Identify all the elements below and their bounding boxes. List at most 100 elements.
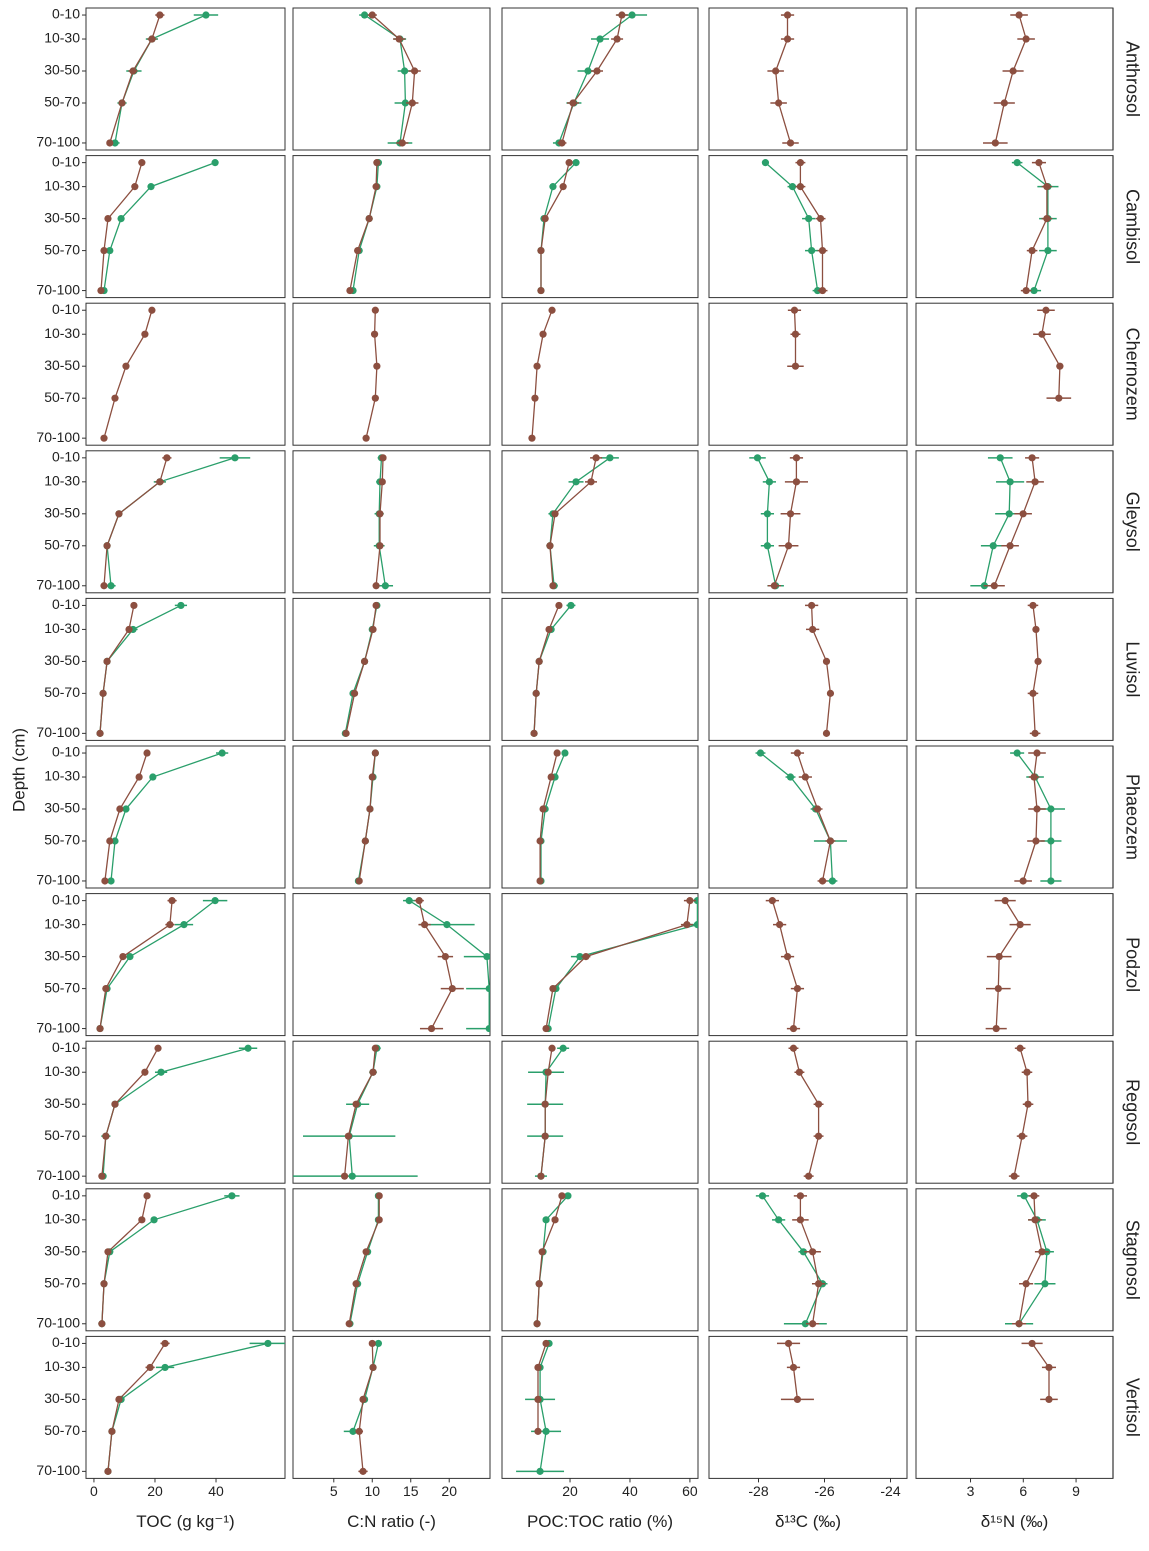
profile-line [107, 1343, 166, 1472]
panel [708, 597, 908, 741]
panel-marks [787, 306, 804, 370]
mean-point [541, 1100, 549, 1108]
mean-point [143, 749, 151, 757]
y-tick-label: 70-100 [36, 724, 80, 740]
x-axis-label: δ¹³C (‰) [775, 1512, 841, 1531]
panel-marks [1027, 601, 1042, 737]
y-tick-label: 30-50 [44, 62, 80, 78]
panel [292, 450, 491, 594]
profile-line [106, 457, 236, 586]
profile-line [348, 1048, 378, 1177]
mean-point [606, 454, 614, 462]
y-tick-label: 0-10 [52, 153, 80, 169]
mean-point [801, 773, 809, 781]
mean-point [1045, 1363, 1053, 1372]
mean-point [796, 1192, 805, 1200]
panel [915, 745, 1114, 889]
mean-point [1030, 286, 1038, 295]
mean-point [528, 434, 536, 442]
panel-marks [546, 454, 619, 590]
mean-point [371, 749, 379, 757]
panel-marks [985, 897, 1031, 1033]
mean-point [784, 542, 793, 550]
mean-point [788, 183, 797, 191]
profile-line [995, 900, 1021, 1029]
mean-point [372, 582, 380, 590]
mean-point [770, 582, 778, 590]
mean-point [822, 657, 831, 666]
y-tick-label: 0-10 [52, 891, 80, 907]
x-tick-label: 9 [1072, 1483, 1080, 1499]
mean-point [775, 1216, 783, 1224]
mean-point [1041, 1280, 1049, 1288]
mean-point [536, 1467, 544, 1475]
panel-marks [97, 159, 219, 295]
profile-line [547, 900, 698, 1029]
mean-point [355, 877, 363, 885]
strip [1113, 1041, 1149, 1184]
profile-line [349, 162, 378, 291]
mean-point [1006, 542, 1014, 550]
profile-line [1013, 1048, 1029, 1177]
profile-line [418, 900, 453, 1029]
panel-marks [101, 749, 229, 885]
panel [501, 155, 699, 299]
panel [501, 7, 699, 151]
mean-point [996, 454, 1004, 462]
mean-point [538, 1248, 546, 1256]
mean-point [558, 1192, 566, 1200]
y-tick-label: 70-100 [36, 1167, 80, 1183]
mean-point [801, 1320, 809, 1328]
mean-point [763, 542, 772, 550]
y-tick-label: 70-100 [36, 134, 80, 150]
mean-point [106, 139, 114, 147]
mean-point [792, 478, 801, 486]
mean-point [138, 1216, 146, 1224]
mean-point [131, 183, 139, 191]
mean-point [549, 183, 557, 191]
strip [1113, 155, 1149, 298]
panel-marks [765, 897, 805, 1033]
y-tick-label: 10-30 [44, 915, 80, 931]
mean-point [537, 246, 545, 255]
mean-point [1033, 805, 1041, 813]
y-tick-label: 10-30 [44, 1211, 80, 1227]
mean-point [410, 67, 419, 75]
x-tick-label: 3 [967, 1483, 975, 1499]
y-tick-label: 10-30 [44, 768, 80, 784]
profile-line [993, 457, 1036, 587]
mean-point [1047, 877, 1055, 885]
panel [708, 450, 908, 594]
mean-point [346, 286, 354, 295]
mean-point [1028, 454, 1036, 462]
panel-marks [345, 1192, 383, 1328]
mean-point [111, 837, 119, 845]
mean-point [786, 510, 795, 518]
mean-point [373, 362, 381, 370]
profile-line [371, 14, 416, 144]
profile-line [103, 161, 216, 291]
y-tick-label: 0-10 [52, 1187, 80, 1203]
mean-point [218, 749, 226, 757]
panel-marks [776, 1339, 814, 1404]
y-tick-label: 50-70 [44, 536, 80, 552]
mean-point [818, 246, 827, 255]
y-tick-label: 10-30 [44, 30, 80, 46]
y-tick-label: 50-70 [44, 1127, 80, 1143]
mean-point [548, 306, 556, 314]
panel-marks [1011, 159, 1059, 295]
mean-point [793, 984, 802, 993]
panel-marks [552, 11, 648, 147]
panel-marks [749, 454, 808, 590]
panel [708, 1188, 908, 1332]
mean-point [826, 837, 835, 845]
mean-point [818, 286, 827, 295]
mean-point [686, 897, 694, 905]
mean-point [534, 1363, 542, 1372]
panel-marks [343, 1339, 383, 1475]
profile-line [539, 752, 558, 881]
mean-point [1015, 1320, 1023, 1328]
mean-point [100, 434, 108, 442]
mean-point [1043, 183, 1051, 191]
